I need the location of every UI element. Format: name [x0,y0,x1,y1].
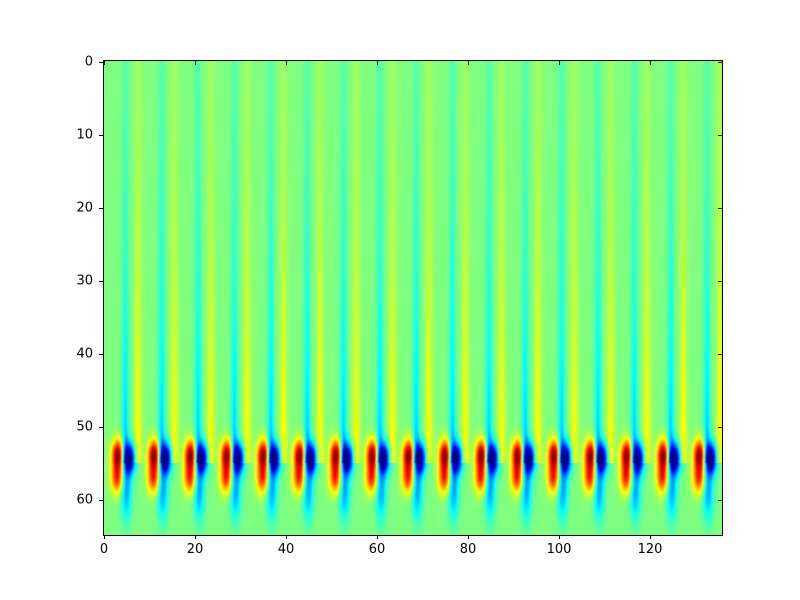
x-tick-mark-top [559,61,560,65]
heatmap-image [104,61,722,535]
x-tick-mark [650,535,651,539]
y-tick-mark [99,354,103,355]
x-tick-label: 120 [637,542,663,557]
y-tick-mark [99,62,103,63]
y-tick-mark-right [718,281,722,282]
y-tick-mark [99,135,103,136]
y-tick-label: 0 [84,54,93,70]
y-tick-mark-right [718,208,722,209]
x-tick-mark-top [104,61,105,65]
heatmap-axes[interactable] [103,60,723,536]
x-tick-mark [286,535,287,539]
y-tick-mark-right [718,500,722,501]
y-tick-mark [99,427,103,428]
y-tick-label: 40 [76,346,93,362]
x-tick-mark [104,535,105,539]
x-tick-label: 0 [99,542,109,557]
x-tick-label: 60 [368,542,386,557]
y-tick-label: 20 [76,200,93,216]
x-tick-mark-top [468,61,469,65]
y-tick-mark [99,500,103,501]
y-tick-mark-right [718,62,722,63]
x-tick-mark [195,535,196,539]
x-tick-label: 80 [459,542,477,557]
x-tick-label: 20 [186,542,204,557]
x-tick-label: 100 [546,542,572,557]
y-tick-mark-right [718,427,722,428]
x-tick-mark-top [195,61,196,65]
x-tick-mark [559,535,560,539]
y-tick-label: 10 [76,127,93,143]
y-tick-mark-right [718,354,722,355]
x-tick-mark-top [377,61,378,65]
x-tick-label: 40 [277,542,295,557]
y-tick-mark [99,208,103,209]
x-tick-mark [377,535,378,539]
y-tick-label: 50 [76,419,93,435]
x-tick-mark-top [286,61,287,65]
y-tick-label: 60 [76,492,93,508]
y-tick-label: 30 [76,273,93,289]
y-tick-mark-right [718,135,722,136]
y-tick-mark [99,281,103,282]
x-tick-mark [468,535,469,539]
x-tick-mark-top [650,61,651,65]
